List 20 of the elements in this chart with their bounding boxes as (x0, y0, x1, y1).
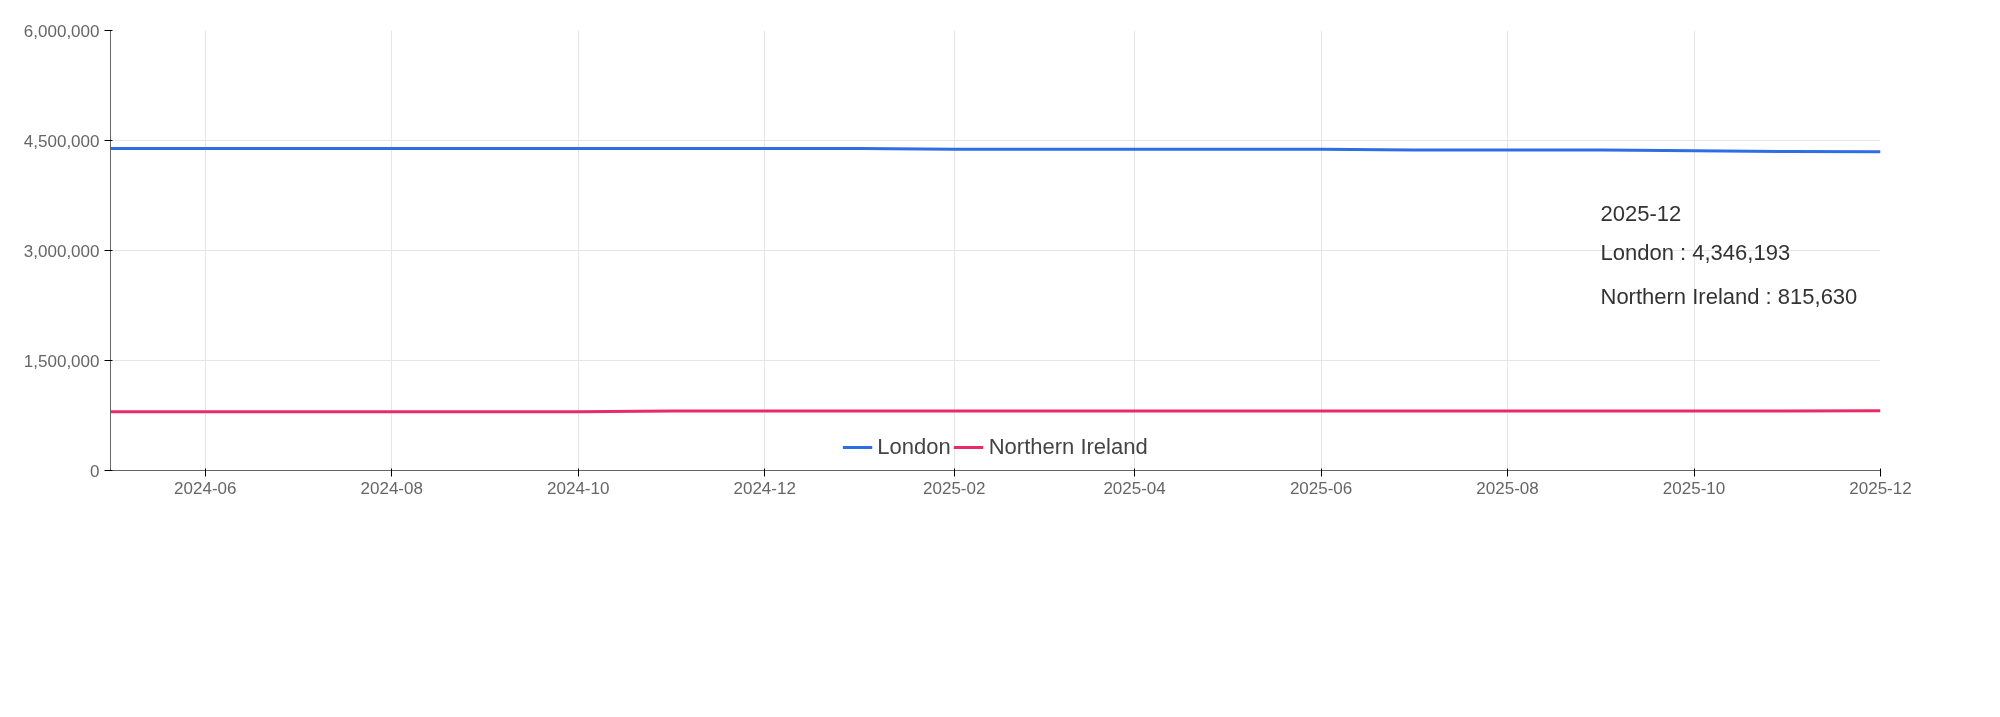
x-tick-label: 2024-10 (547, 478, 610, 498)
annotation: Northern Ireland : 815,630 (1600, 283, 1858, 309)
x-tick-label: 2025-12 (1849, 478, 1912, 498)
y-tick-label: 1,500,000 (23, 351, 100, 371)
annotation: 2025-12 (1600, 200, 1682, 226)
y-tick-label: 3,000,000 (23, 241, 100, 261)
y-tick-label: 0 (90, 461, 100, 481)
legend-label: London (877, 434, 951, 460)
x-tick-label: 2025-06 (1289, 478, 1353, 498)
x-tick-label: 2024-08 (360, 478, 423, 498)
x-tick-label: 2025-04 (1103, 478, 1166, 498)
x-tick-label: 2024-06 (174, 478, 237, 498)
annotation: London : 4,346,193 (1600, 239, 1791, 265)
x-tick-label: 2025-10 (1662, 478, 1726, 498)
y-tick-label: 4,500,000 (23, 131, 100, 151)
x-tick-label: 2024-12 (733, 478, 796, 498)
x-tick-label: 2025-02 (923, 478, 986, 498)
x-tick-label: 2025-08 (1476, 478, 1539, 498)
y-tick-label: 6,000,000 (23, 21, 100, 41)
legend-label: Northern Ireland (988, 434, 1148, 460)
